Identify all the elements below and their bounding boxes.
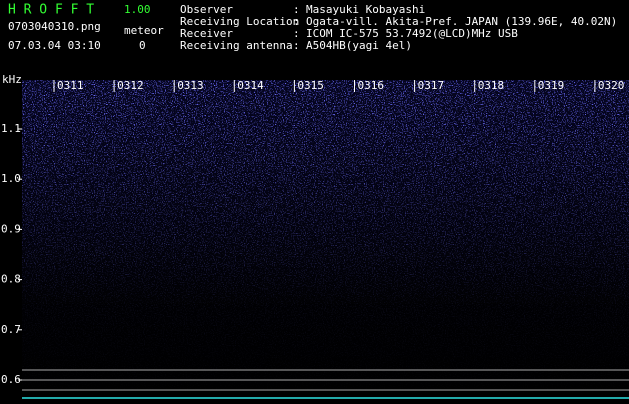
freq-unit: kHz	[2, 73, 22, 86]
info-value: Masayuki Kobayashi	[306, 3, 425, 16]
datetime: 07.03.04 03:10	[8, 39, 101, 52]
time-label: 0313	[177, 79, 204, 92]
app-version: 1.00	[124, 3, 151, 16]
freq-label: 1.1	[1, 122, 21, 135]
freq-label: 1.0	[1, 172, 21, 185]
time-label: 0311	[57, 79, 84, 92]
freq-label: 0.8	[1, 273, 21, 286]
info-colon: :	[293, 15, 300, 28]
file-name: 0703040310.png	[8, 20, 101, 33]
freq-label: 0.9	[1, 222, 21, 235]
time-label: 0319	[538, 79, 565, 92]
info-label: Observer	[180, 3, 233, 16]
info-value: A504HB(yagi 4el)	[306, 39, 412, 52]
meteor-label: meteor	[124, 24, 164, 37]
info-label: Receiving antenna	[180, 39, 293, 52]
time-label: 0318	[478, 79, 505, 92]
time-label: 0315	[297, 79, 324, 92]
freq-label: 0.6	[1, 373, 21, 386]
app-name: H R O F F T	[8, 3, 94, 18]
time-label: 0314	[237, 79, 264, 92]
info: Observer: Masayuki Kobayashi Receiving Loc…	[180, 3, 617, 52]
info-label: Receiving Location	[180, 15, 299, 28]
time-label: 0316	[358, 79, 385, 92]
noise-fade	[22, 80, 629, 400]
axes: 0311 0312 0313 0314 0315 0316 0317 0318 0319 0320…	[1, 79, 624, 386]
time-label: 0320	[598, 79, 625, 92]
info-label: Receiver	[180, 27, 233, 40]
meteor-count: 0	[139, 39, 146, 52]
spectrogram	[22, 80, 629, 400]
info-value: ICOM IC-575 53.7492(@LCD)MHz USB	[306, 27, 518, 40]
info-colon: :	[293, 3, 300, 16]
time-label: 0312	[117, 79, 144, 92]
time-label: 0317	[418, 79, 445, 92]
info-colon: :	[293, 27, 300, 40]
info-colon: :	[293, 39, 300, 52]
info-value: Ogata-vill. Akita-Pref. JAPAN (139.96E, …	[306, 15, 617, 28]
freq-label: 0.7	[1, 323, 21, 336]
